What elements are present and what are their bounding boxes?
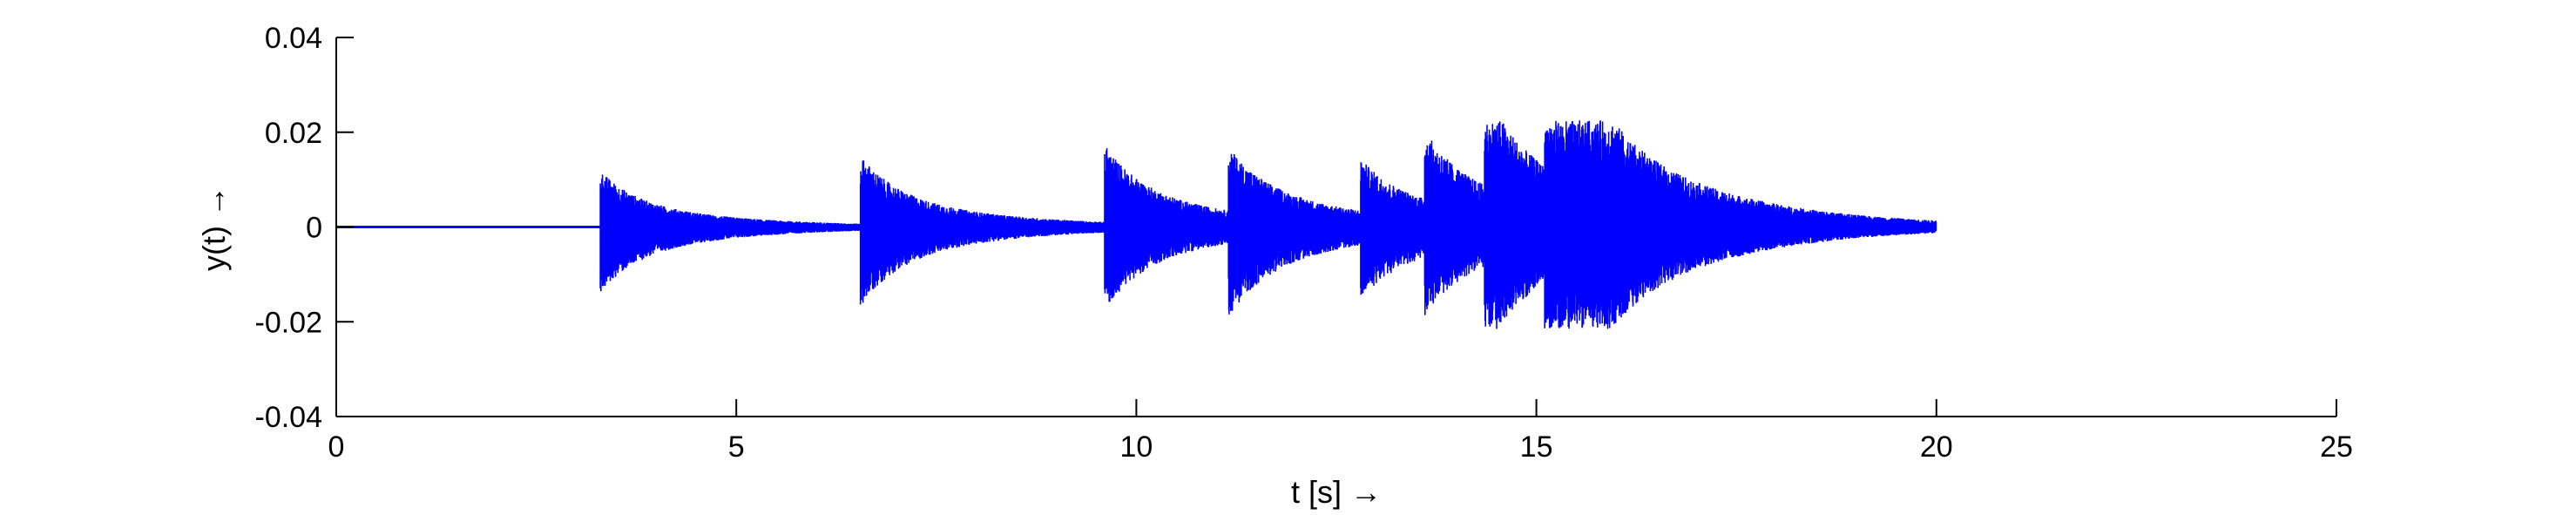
- y-axis-label: y(t) →: [196, 186, 232, 271]
- y-tick-label: -0.04: [255, 401, 323, 434]
- y-tick-label: -0.02: [255, 306, 323, 339]
- x-tick-label: 15: [1520, 430, 1553, 464]
- axes: 0 5 10 15 20 25 -0.04 -0.02 0 0.02 0.04: [255, 22, 2353, 464]
- x-tick-label: 10: [1119, 430, 1153, 464]
- x-tick-label: 0: [328, 430, 345, 464]
- y-tick-label: 0.04: [265, 22, 322, 55]
- y-tick-label: 0.02: [265, 117, 322, 150]
- waveform-line: [335, 120, 1937, 329]
- x-tick-label: 5: [728, 430, 745, 464]
- x-tick-label: 25: [2320, 430, 2353, 464]
- plot-area: [335, 120, 1937, 329]
- x-axis-label: t [s] →: [1291, 474, 1382, 510]
- x-tick-label: 20: [1920, 430, 1953, 464]
- y-tick-label: 0: [306, 212, 322, 245]
